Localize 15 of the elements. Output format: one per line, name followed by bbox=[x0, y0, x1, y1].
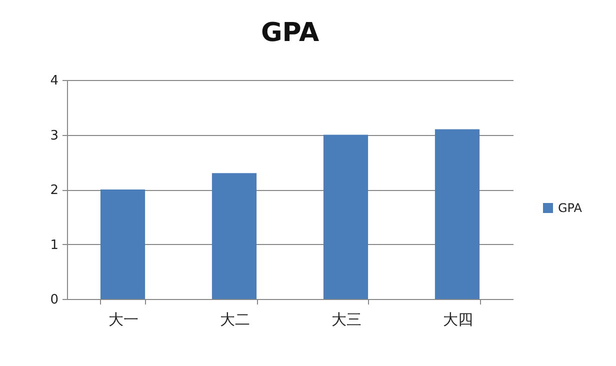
bar bbox=[212, 173, 257, 299]
bar bbox=[100, 190, 146, 299]
y-tick-label: 2 bbox=[50, 183, 58, 198]
bar bbox=[323, 134, 368, 299]
x-tick-label: 大四 bbox=[442, 310, 473, 328]
x-tick-label: 大二 bbox=[220, 310, 250, 328]
y-tick-label: 3 bbox=[50, 128, 58, 144]
bar bbox=[434, 129, 480, 299]
y-tick-label: 4 bbox=[50, 74, 58, 88]
legend-label: GPA bbox=[558, 201, 583, 215]
x-tick-label: 大一 bbox=[108, 310, 138, 328]
chart-title: GPA bbox=[260, 18, 320, 48]
y-tick-label: 0 bbox=[50, 292, 58, 308]
x-tick-label: 大三 bbox=[331, 310, 362, 328]
y-tick-label: 1 bbox=[50, 238, 58, 253]
